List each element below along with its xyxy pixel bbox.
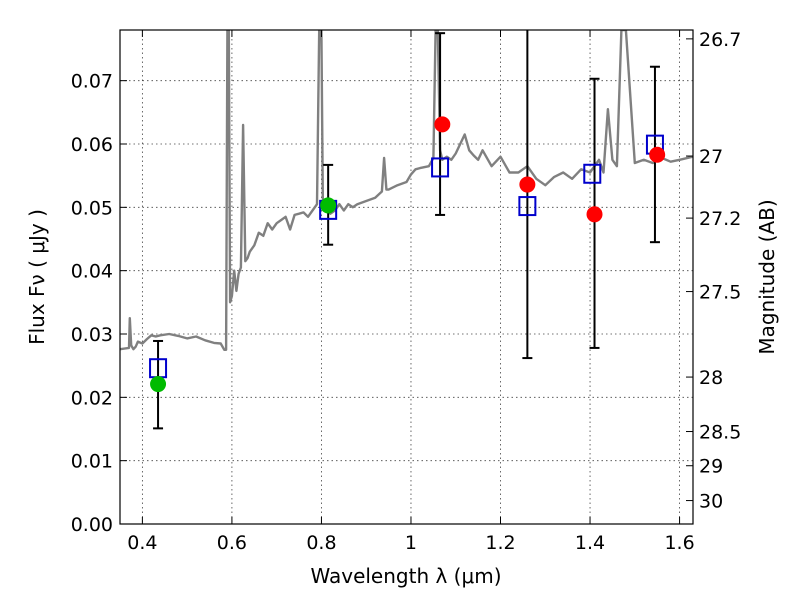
marker-layer [149, 116, 666, 393]
y-tick-label: 0.02 [71, 387, 113, 409]
model-spectrum-line [120, 30, 693, 351]
magnitude-tick-label: 29 [699, 456, 723, 478]
model-flux-square [431, 157, 450, 178]
x-tick-label: 0.8 [306, 532, 336, 554]
y-tick-label: 0.00 [71, 514, 113, 536]
observed-flux-point [519, 176, 536, 193]
x-tick-label: 1.2 [485, 532, 515, 554]
plot-frame [119, 29, 694, 525]
magnitude-tick-label: 27.2 [699, 208, 741, 230]
model-flux-square [583, 163, 602, 184]
model-flux-square [518, 196, 537, 217]
magnitude-tick-label: 28 [699, 367, 723, 389]
y-tick-label: 0.06 [71, 134, 113, 156]
x-tick-label: 1.6 [664, 532, 694, 554]
y-tick-label: 0.03 [71, 324, 113, 346]
x-tick-label: 0.6 [217, 532, 247, 554]
magnitude-tick-label: 30 [699, 491, 723, 513]
observed-flux-point [320, 197, 337, 214]
observed-flux-point [434, 116, 451, 133]
magnitude-tick-label: 27 [699, 146, 723, 168]
observed-flux-point [649, 146, 666, 163]
observed-flux-point [150, 376, 167, 393]
magnitude-tick-labels: 26.7 27 27.2 27.5 28 28.5 29 30 [699, 29, 741, 513]
magnitude-tick-label: 26.7 [699, 29, 741, 51]
ticks [120, 30, 693, 525]
x-axis-label: Wavelength λ (μm) [310, 564, 501, 588]
x-tick-labels: 0.4 0.6 0.8 1 1.2 1.4 1.6 [127, 532, 694, 554]
x-tick-label: 1 [405, 532, 417, 554]
observed-flux-point [586, 206, 603, 223]
y-axis-label: Flux Fν ( μJy ) [25, 209, 49, 345]
magnitude-tick-label: 28.5 [699, 422, 741, 444]
magnitude-tick-label: 27.5 [699, 282, 741, 304]
y-tick-label: 0.01 [71, 451, 113, 473]
y-tick-label: 0.04 [71, 261, 113, 283]
x-tick-label: 0.4 [127, 532, 157, 554]
y-tick-label: 0.05 [71, 197, 113, 219]
spectrum-layer [120, 30, 693, 351]
y-tick-labels: 0.00 0.01 0.02 0.03 0.04 0.05 0.06 0.07 [71, 71, 113, 536]
y-axis-label-right: Magnitude (AB) [755, 199, 779, 354]
x-tick-label: 1.4 [575, 532, 605, 554]
y-tick-label: 0.07 [71, 71, 113, 93]
